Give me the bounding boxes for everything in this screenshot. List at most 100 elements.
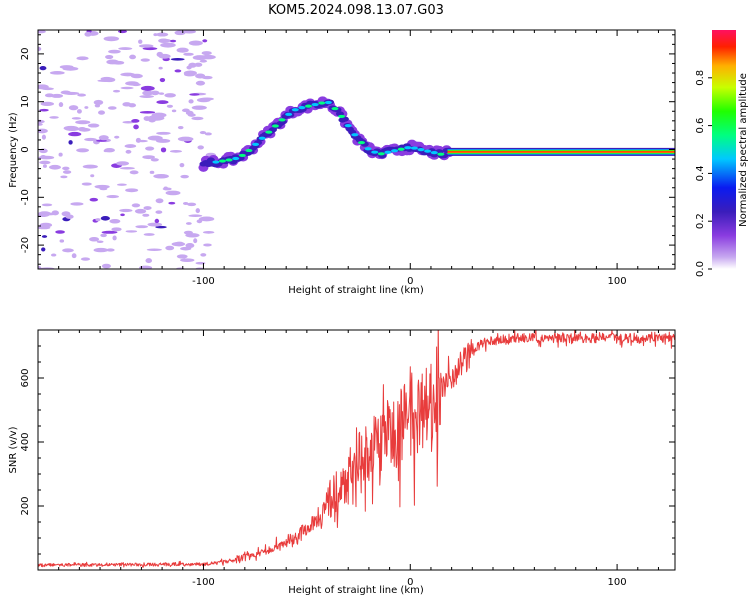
noise-speck (158, 66, 163, 70)
noise-speck (150, 158, 159, 162)
noise-speck (195, 80, 206, 86)
noise-speck (68, 105, 79, 111)
noise-speck (160, 42, 176, 48)
noise-speck (138, 44, 154, 48)
noise-speck (135, 225, 149, 229)
spectrogram-y-tick-label: -20 (20, 237, 31, 253)
noise-speck (41, 87, 54, 91)
noise-speck (41, 235, 48, 238)
noise-speck (200, 253, 207, 257)
noise-speck (87, 123, 100, 128)
snr-x-tick-label: 0 (407, 577, 413, 588)
noise-speck (159, 77, 166, 83)
noise-speck (186, 65, 192, 70)
noise-speck (164, 93, 176, 98)
noise-speck (96, 240, 104, 244)
spectrogram-x-tick-label: 100 (608, 276, 627, 287)
noise-speck (125, 188, 139, 193)
snr-y-tick-label: 600 (20, 368, 31, 387)
noise-speck (199, 130, 207, 135)
noise-speck (41, 247, 46, 252)
noise-speck (188, 214, 203, 218)
noise-speck (68, 140, 73, 145)
spectrogram-x-axis-label: Height of straight line (km) (288, 285, 424, 296)
noise-speck (165, 245, 175, 251)
noise-speck (38, 128, 48, 134)
ridge-peak (351, 133, 359, 137)
ridge-peak (364, 147, 372, 151)
ridge-peak (245, 148, 253, 153)
noise-speck (155, 225, 167, 229)
noise-speck (100, 216, 110, 221)
noise-speck (139, 265, 153, 269)
noise-speck (106, 59, 120, 65)
ridge-peak (371, 150, 379, 154)
noise-speck (143, 206, 152, 210)
noise-speck (114, 135, 120, 139)
noise-speck (133, 124, 139, 130)
ridge-peak (232, 156, 240, 161)
noise-speck (197, 145, 204, 150)
noise-speck (182, 201, 189, 205)
noise-speck (50, 253, 57, 257)
noise-speck (140, 85, 155, 91)
snr-x-tick-label: 100 (608, 577, 627, 588)
noise-speck (174, 241, 185, 247)
noise-speck (81, 182, 92, 186)
noise-speck (174, 30, 186, 36)
ridge-peak (291, 108, 299, 112)
ridge-peak (357, 141, 365, 145)
snr-frame (37, 329, 676, 571)
noise-speck (41, 134, 46, 140)
noise-speck (80, 257, 91, 261)
noise-speck (39, 108, 49, 112)
noise-speck (125, 149, 132, 154)
noise-speck (177, 125, 184, 130)
colorbar-tick-label: 0.2 (695, 213, 706, 229)
noise-speck (145, 258, 153, 264)
ridge-peak (225, 158, 233, 162)
snr-x-axis-label: Height of straight line (km) (288, 585, 424, 596)
noise-speck (170, 57, 185, 61)
ridge-peak (212, 160, 220, 164)
noise-speck (138, 39, 143, 44)
noise-speck (62, 166, 70, 171)
noise-speck (59, 239, 65, 243)
noise-speck (160, 147, 167, 153)
snr-y-ticks: 200 400 600 (20, 329, 675, 571)
ridge-peak (430, 151, 438, 155)
noise-speck (84, 106, 89, 109)
noise-speck (154, 218, 160, 224)
noise-speck (51, 210, 59, 216)
noise-speck (142, 47, 158, 51)
noise-speck (108, 49, 121, 54)
noise-speck (64, 126, 80, 132)
spectrogram-y-tick-label: 10 (20, 95, 31, 108)
ridge-peak (338, 114, 346, 119)
noise-speck (168, 201, 176, 205)
noise-speck (38, 46, 42, 52)
noise-speck (176, 47, 189, 53)
snr-y-tick-label: 400 (20, 432, 31, 451)
noise-speck (199, 59, 208, 63)
noise-speck (82, 164, 98, 169)
ridge-peak (258, 136, 266, 140)
noise-speck (146, 248, 162, 251)
noise-speck (111, 227, 122, 232)
noise-speck (39, 222, 53, 228)
ridge-band (447, 151, 675, 153)
noise-speck (183, 52, 194, 56)
noise-speck (195, 208, 200, 214)
ridge-peak (410, 146, 418, 150)
noise-speck (38, 30, 46, 34)
noise-speck (200, 54, 216, 60)
noise-speck (155, 210, 163, 214)
noise-speck (179, 163, 185, 168)
noise-speck (107, 106, 117, 110)
noise-speck (148, 117, 156, 123)
noise-speck (194, 62, 203, 67)
noise-speck (129, 54, 136, 60)
spectrogram-y-tick-label: -10 (20, 189, 31, 205)
